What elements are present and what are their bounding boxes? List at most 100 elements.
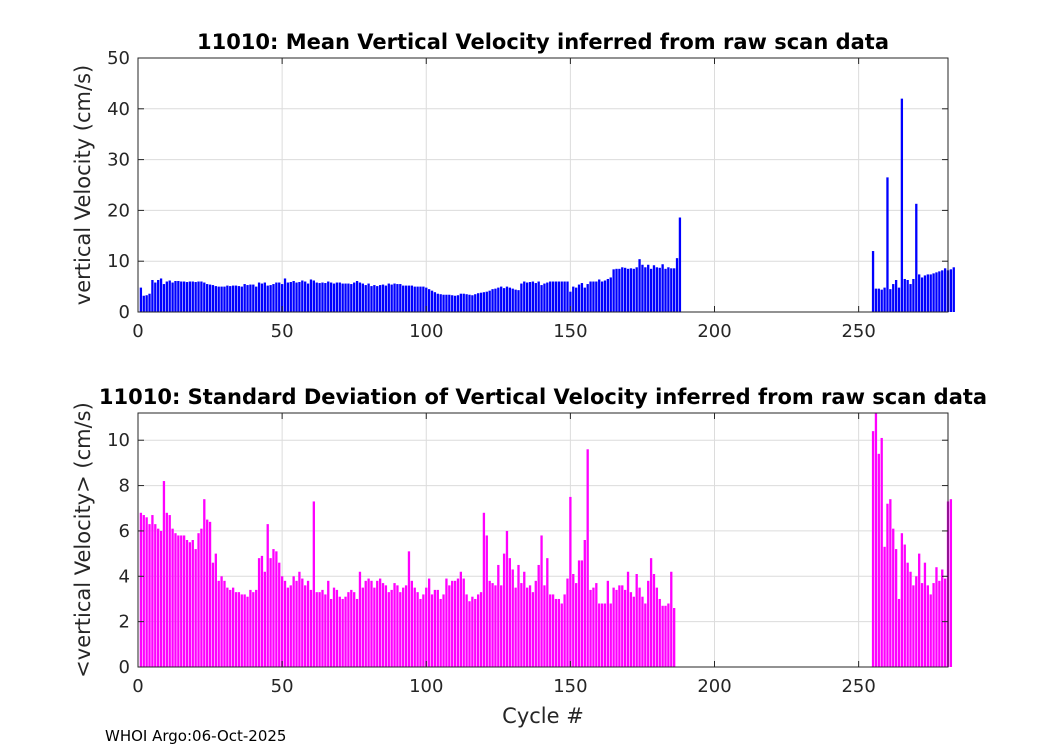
bar (664, 605, 667, 667)
std-chart-title: 11010: Standard Deviation of Vertical Ve… (99, 385, 987, 409)
bar (673, 608, 676, 667)
bar (157, 528, 160, 667)
bar (941, 270, 944, 312)
bar (252, 284, 255, 312)
bar (508, 287, 512, 312)
bar (278, 562, 281, 667)
bar (615, 268, 618, 312)
bar (243, 594, 246, 667)
bar (641, 264, 644, 312)
bar (886, 177, 889, 312)
bar (387, 592, 390, 667)
bar (306, 580, 310, 667)
bar (321, 589, 324, 667)
bar (551, 594, 555, 667)
bar (289, 282, 292, 312)
bar (598, 603, 601, 667)
bar (629, 592, 633, 667)
bar (384, 285, 388, 312)
bar (494, 288, 497, 312)
x-tick-label: 0 (132, 676, 143, 697)
bar (214, 553, 217, 667)
bar (315, 592, 318, 667)
y-tick-label: 10 (107, 251, 130, 272)
bar (912, 585, 915, 667)
bar (652, 265, 656, 312)
bar (269, 558, 272, 667)
bar (373, 587, 376, 667)
bar (909, 284, 912, 312)
y-tick-label: 4 (119, 566, 130, 587)
bar (246, 285, 249, 312)
bar (234, 592, 238, 667)
bar (592, 587, 595, 667)
bar (396, 284, 399, 312)
bar (252, 592, 255, 667)
bar (549, 281, 552, 312)
bar (145, 517, 148, 667)
bar (148, 524, 151, 667)
bar (246, 596, 249, 667)
bar (180, 535, 183, 667)
bar (255, 286, 258, 312)
y-tick-label: 6 (119, 521, 130, 542)
bar (185, 282, 189, 312)
bar (280, 576, 284, 667)
bar (191, 540, 194, 667)
x-tick-label: 200 (697, 676, 731, 697)
bar (404, 585, 408, 667)
bar (471, 295, 474, 312)
bar (347, 592, 350, 667)
bar (344, 596, 347, 667)
bar (546, 558, 549, 667)
bar (615, 589, 618, 667)
bar (329, 598, 333, 667)
bar (422, 594, 425, 667)
bar (154, 282, 157, 312)
bar (194, 282, 197, 312)
bar (422, 286, 425, 312)
bar (269, 285, 272, 312)
bar (500, 286, 503, 312)
bar (952, 267, 955, 312)
bar (894, 549, 898, 667)
bar (560, 281, 563, 312)
bar (465, 594, 468, 667)
bar (569, 496, 572, 667)
bar (546, 282, 549, 312)
bar (217, 286, 220, 312)
bar (465, 294, 468, 312)
bar (292, 576, 295, 667)
bar (644, 603, 647, 667)
bar (387, 283, 390, 312)
bar (877, 453, 880, 667)
bar (557, 598, 561, 667)
bar (626, 571, 630, 667)
x-tick-label: 200 (697, 321, 731, 342)
bar (664, 268, 667, 312)
bar (528, 282, 532, 312)
bar (678, 217, 682, 312)
bar (327, 580, 330, 667)
bar (543, 585, 546, 667)
bar (223, 580, 226, 667)
bar (283, 278, 287, 312)
bar (255, 589, 258, 667)
bar (600, 281, 604, 312)
bar (612, 587, 615, 667)
bar (609, 277, 612, 312)
bar (439, 294, 442, 312)
std-chart-axes-box (137, 412, 949, 668)
bar (635, 267, 638, 312)
bar (165, 281, 168, 312)
bar (292, 281, 295, 312)
x-tick-label: 50 (271, 321, 294, 342)
bar (520, 583, 523, 667)
bar (402, 587, 405, 667)
bar (926, 585, 929, 667)
bar (335, 589, 339, 667)
bar (324, 594, 327, 667)
bar (208, 521, 212, 667)
bar (649, 268, 653, 312)
